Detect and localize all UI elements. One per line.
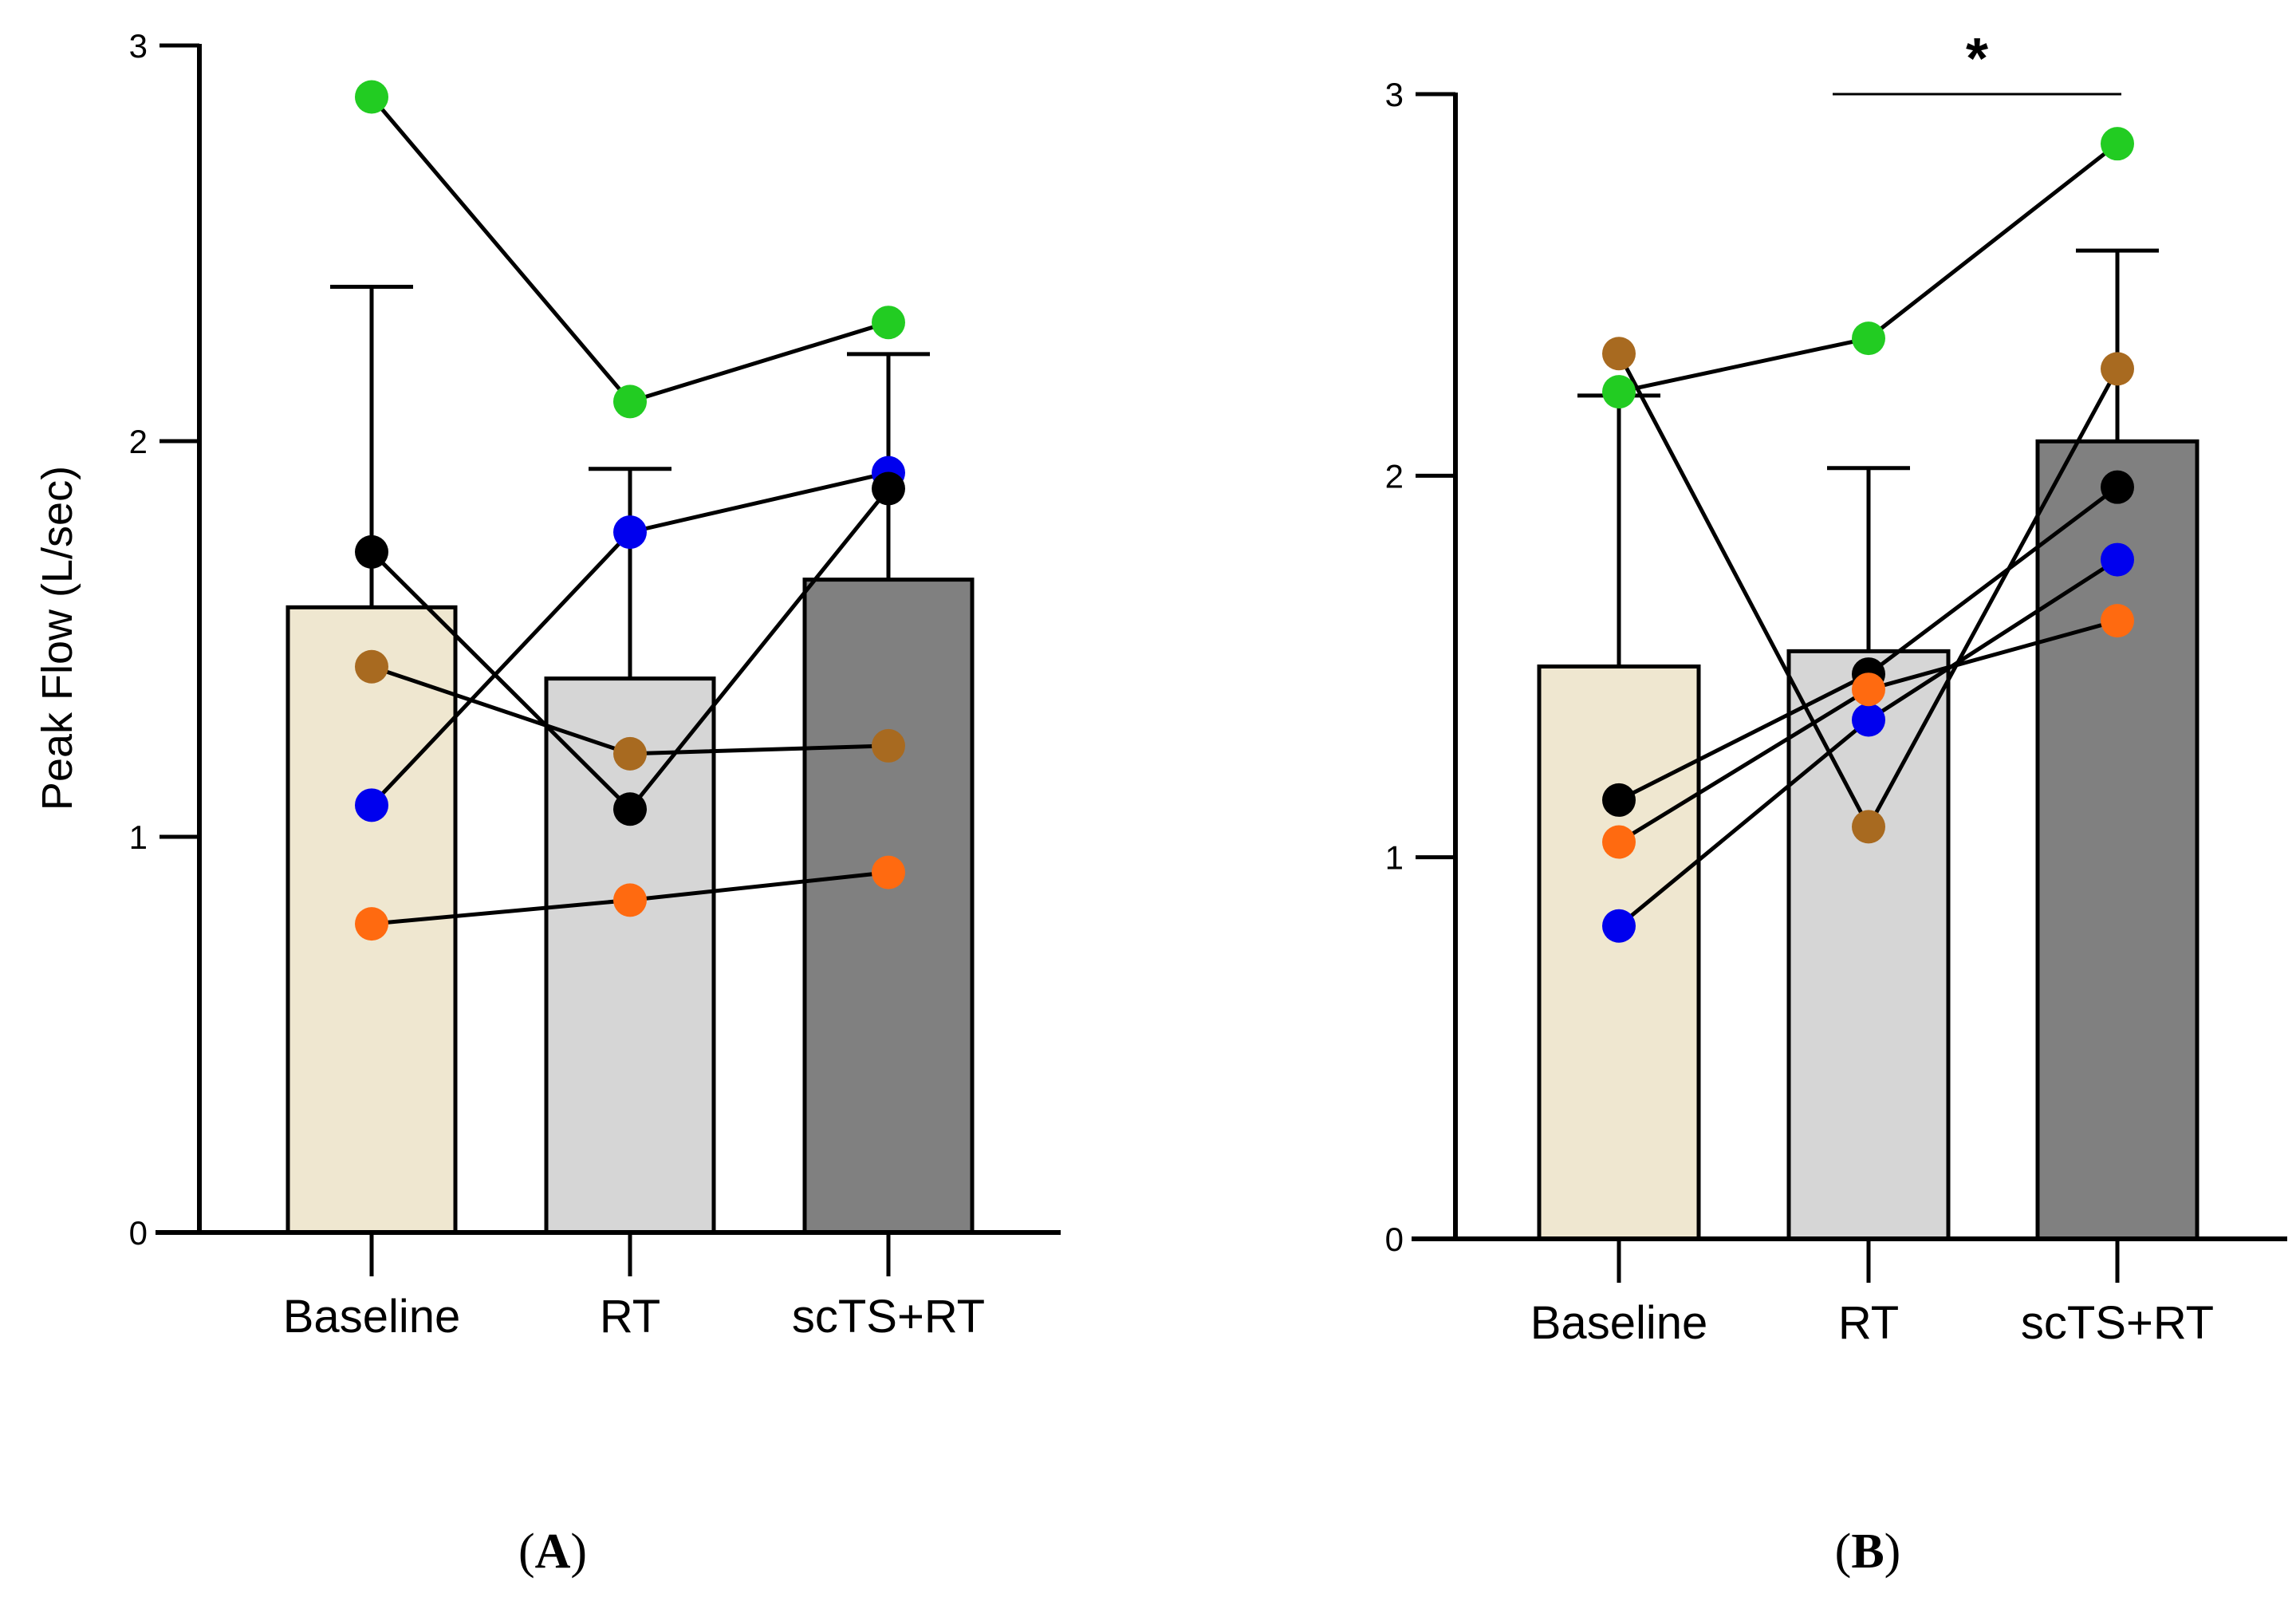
- panel-label-open: (: [518, 1524, 535, 1579]
- data-point: [1602, 337, 1636, 371]
- chart-panel-a: 0 1 2 3 Baseline RT scTS+RT Peak Flow (L/sec) (A…: [33, 27, 1061, 1579]
- data-point: [2101, 542, 2134, 577]
- bar-rt: [544, 676, 716, 1235]
- panel-label-letter: B: [1851, 1524, 1884, 1579]
- y-axis-label: Peak Flow (L/sec): [33, 466, 81, 810]
- y-tick-label: 0: [129, 1214, 148, 1252]
- x-tick-label: Baseline: [283, 1291, 460, 1343]
- data-point: [613, 515, 647, 550]
- data-point: [1602, 825, 1636, 859]
- data-point: [355, 649, 388, 684]
- data-point: [872, 471, 905, 506]
- panel-label: (A): [518, 1524, 587, 1579]
- data-point: [1602, 909, 1636, 943]
- data-point: [355, 534, 388, 569]
- y-tick-label: 2: [1385, 457, 1404, 495]
- data-point: [613, 883, 647, 917]
- data-point: [872, 306, 905, 340]
- x-tick-label: Baseline: [1530, 1297, 1707, 1349]
- bar-scts-rt: [802, 578, 975, 1235]
- x-tick-label: scTS+RT: [792, 1291, 985, 1343]
- y-tick-label: 3: [129, 27, 148, 65]
- y-tick-label: 1: [129, 818, 148, 856]
- subject-line-1: [370, 95, 889, 404]
- x-tick-label: scTS+RT: [2021, 1297, 2214, 1349]
- data-point: [355, 788, 388, 822]
- y-tick-label: 0: [1385, 1221, 1404, 1258]
- bar-rt: [1786, 649, 1951, 1241]
- chart-panel-b: 0 1 2 3 Baseline RT scTS+RT * (B): [1385, 27, 2287, 1579]
- data-point: [2101, 352, 2134, 386]
- data-point: [613, 792, 647, 826]
- data-point: [2101, 470, 2134, 504]
- panel-label-close: ): [570, 1524, 587, 1579]
- panel-label-letter: A: [535, 1524, 571, 1579]
- bar-baseline: [1537, 665, 1701, 1241]
- data-point: [1602, 783, 1636, 817]
- x-tick-label: RT: [1838, 1297, 1899, 1349]
- data-point: [1852, 810, 1885, 844]
- data-point: [872, 728, 905, 763]
- y-tick-label: 1: [1385, 839, 1404, 877]
- data-point: [1852, 703, 1885, 737]
- y-tick-label: 3: [1385, 76, 1404, 113]
- data-point: [2101, 127, 2134, 161]
- data-point: [355, 80, 388, 114]
- panel-label-open: (: [1835, 1524, 1852, 1579]
- panel-label-close: ): [1884, 1524, 1901, 1579]
- data-point: [613, 385, 647, 419]
- x-tick-label: RT: [600, 1291, 660, 1343]
- data-point: [1852, 672, 1885, 707]
- y-tick-label: 2: [129, 423, 148, 460]
- significance-label: *: [1966, 27, 1988, 91]
- panel-label: (B): [1835, 1524, 1901, 1579]
- data-point: [355, 907, 388, 941]
- data-point: [872, 855, 905, 889]
- data-point: [1602, 375, 1636, 409]
- data-point: [1852, 321, 1885, 356]
- data-point: [2101, 604, 2134, 638]
- data-point: [613, 736, 647, 771]
